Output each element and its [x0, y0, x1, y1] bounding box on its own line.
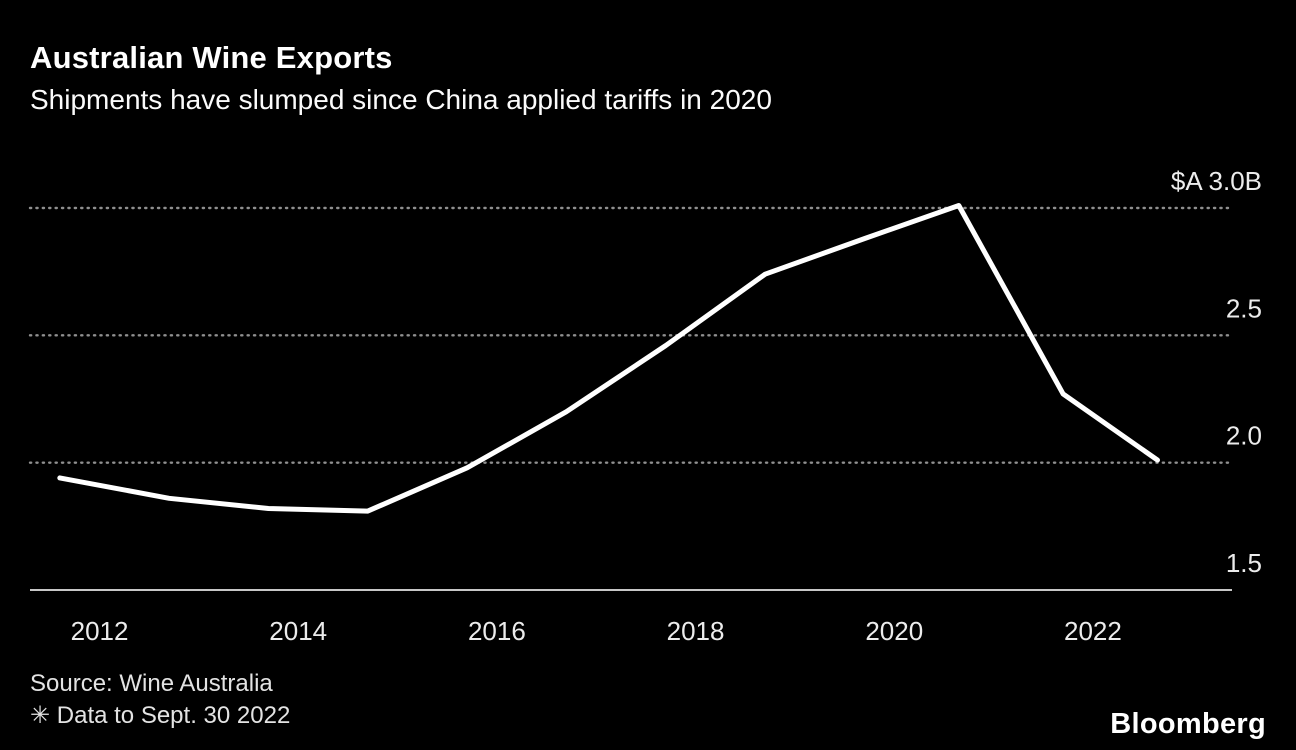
exports-line — [57, 203, 1160, 514]
bloomberg-logo: Bloomberg — [1110, 708, 1266, 740]
y-axis-label: 1.5 — [1226, 548, 1262, 578]
y-axis-label: 2.5 — [1226, 293, 1262, 323]
x-axis-label: 2014 — [269, 616, 327, 646]
footnote-line: ✳ Data to Sept. 30 2022 — [30, 702, 291, 729]
chart-header: Australian Wine Exports Shipments have s… — [30, 40, 772, 116]
x-axis-label: 2018 — [667, 616, 725, 646]
chart-title: Australian Wine Exports — [30, 40, 393, 75]
x-axis-label: 2020 — [865, 616, 923, 646]
x-axis-label: 2012 — [71, 616, 129, 646]
x-axis-label: 2016 — [468, 616, 526, 646]
chart-subtitle: Shipments have slumped since China appli… — [30, 84, 772, 115]
y-axis-label: $A 3.0B — [1171, 166, 1262, 196]
x-axis-label: 2022 — [1064, 616, 1122, 646]
source-line: Source: Wine Australia — [30, 670, 273, 697]
y-axis-label: 2.0 — [1226, 421, 1262, 451]
line-chart: $A 3.0B 2.5 2.0 1.5 2012 2014 2016 2018 2020 2022 — [28, 166, 1262, 646]
